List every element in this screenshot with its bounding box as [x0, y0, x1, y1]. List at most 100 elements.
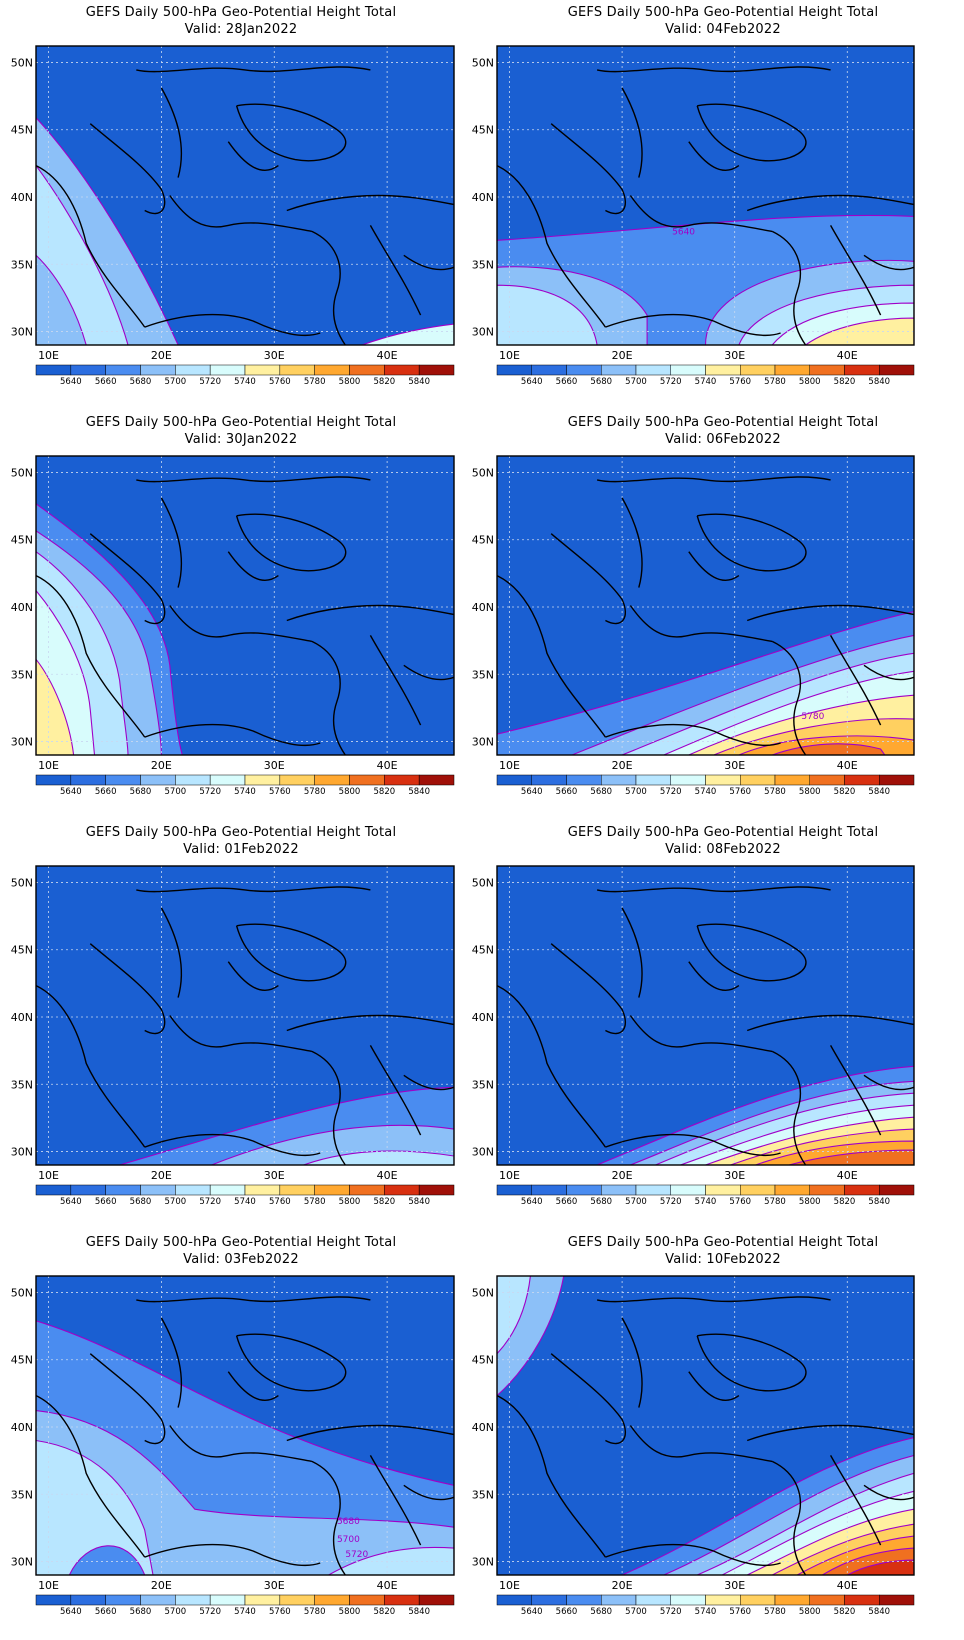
- longitude-label: 30E: [724, 1169, 745, 1182]
- panel-valid-date: Valid: 06Feb2022: [665, 432, 781, 447]
- coastline: [36, 984, 146, 1148]
- coastline: [144, 1543, 321, 1566]
- longitude-label: 20E: [612, 349, 633, 362]
- coastline: [136, 476, 371, 483]
- colorbar-swatch: [705, 774, 741, 786]
- colorbar-swatch: [844, 774, 880, 786]
- coastline: [497, 1394, 606, 1558]
- latitude-label: 35N: [472, 1488, 494, 1501]
- colorbar-swatch: [879, 364, 915, 376]
- colorbar-label: 5780: [764, 377, 786, 387]
- colorbar-label: 5700: [165, 787, 187, 797]
- coastline: [771, 1460, 807, 1575]
- contour-label: 5680: [337, 1517, 360, 1527]
- coastline: [235, 513, 347, 572]
- colorbar-swatch: [105, 1184, 141, 1196]
- latitude-label: 40N: [11, 601, 33, 614]
- colorbar-swatch: [635, 774, 671, 786]
- latitude-label: 50N: [472, 876, 494, 889]
- colorbar-swatch: [705, 1184, 741, 1196]
- latitude-label: 30N: [11, 1556, 33, 1569]
- colorbar-label: 5700: [165, 1197, 187, 1207]
- coastline: [144, 723, 321, 746]
- coastline: [550, 533, 627, 625]
- map-frame: [496, 455, 915, 756]
- colorbar-label: 5740: [695, 377, 717, 387]
- colorbar-label: 5680: [130, 1197, 152, 1207]
- colorbar-label: 5800: [799, 1197, 821, 1207]
- coastline: [403, 1074, 454, 1091]
- colorbar-label: 5680: [130, 787, 152, 797]
- latitude-label: 40N: [472, 601, 494, 614]
- longitude-label: 20E: [151, 349, 172, 362]
- coastline: [771, 640, 807, 755]
- latitude-label: 40N: [11, 1421, 33, 1434]
- coastline: [286, 194, 454, 212]
- coastline: [829, 1045, 882, 1136]
- longitude-label: 40E: [377, 349, 398, 362]
- colorbar-label: 5820: [374, 377, 396, 387]
- colorbar-label: 5840: [408, 787, 430, 797]
- colorbar-swatch: [740, 364, 776, 376]
- coastline: [596, 476, 831, 483]
- colorbar-swatch: [105, 364, 141, 376]
- coastline: [863, 1484, 914, 1501]
- coastline: [696, 923, 807, 982]
- height-field: [36, 46, 454, 345]
- panel-valid-date: Valid: 10Feb2022: [665, 1252, 781, 1267]
- height-field: [497, 866, 914, 1165]
- colorbar-label: 5780: [304, 787, 326, 797]
- panel-title: GEFS Daily 500-hPa Geo-Potential Height …: [85, 5, 397, 20]
- colorbar-label: 5640: [521, 377, 543, 387]
- latitude-label: 50N: [11, 1286, 33, 1299]
- colorbar-swatch: [774, 364, 810, 376]
- colorbar-swatch: [140, 364, 176, 376]
- height-field: [36, 1276, 454, 1575]
- colorbar-label: 5640: [60, 787, 82, 797]
- colorbar-label: 5840: [408, 1197, 430, 1207]
- coastline: [311, 230, 346, 345]
- colorbar-swatch: [105, 1594, 141, 1606]
- colorbar-label: 5800: [339, 1197, 361, 1207]
- latitude-label: 50N: [11, 876, 33, 889]
- colorbar-label: 5700: [165, 377, 187, 387]
- colorbar-label: 5820: [374, 1197, 396, 1207]
- height-field: [497, 1276, 914, 1575]
- coastline: [629, 605, 773, 643]
- longitude-label: 30E: [724, 1579, 745, 1592]
- colorbar-label: 5640: [521, 787, 543, 797]
- coastline: [621, 907, 643, 998]
- colorbar-swatch: [566, 364, 602, 376]
- map-frame: [35, 455, 455, 756]
- colorbar-swatch: [705, 364, 741, 376]
- height-field: [36, 456, 454, 755]
- coastline: [89, 533, 166, 625]
- coastline: [227, 551, 279, 581]
- colorbar-swatch: [844, 1184, 880, 1196]
- colorbar-swatch: [601, 1594, 637, 1606]
- longitude-label: 10E: [38, 1169, 59, 1182]
- latitude-label: 35N: [11, 1078, 33, 1091]
- coastline: [863, 1074, 914, 1091]
- longitude-label: 20E: [151, 1579, 172, 1592]
- coastline: [227, 141, 279, 171]
- longitude-label: 40E: [837, 1169, 858, 1182]
- coastline: [403, 254, 454, 271]
- colorbar-label: 5720: [199, 787, 221, 797]
- colorbar-label: 5740: [234, 787, 256, 797]
- colorbar-label: 5840: [408, 1607, 430, 1617]
- colorbar-label: 5820: [834, 1197, 856, 1207]
- latitude-label: 30N: [472, 1146, 494, 1159]
- latitude-label: 50N: [472, 466, 494, 479]
- panel-valid-date: Valid: 28Jan2022: [184, 22, 298, 37]
- colorbar-label: 5780: [764, 1197, 786, 1207]
- contour-label: 5640: [672, 227, 695, 237]
- colorbar-label: 5800: [799, 787, 821, 797]
- colorbar-swatch: [879, 774, 915, 786]
- coastline: [497, 574, 606, 738]
- colorbar-swatch: [140, 774, 176, 786]
- colorbar-label: 5780: [764, 787, 786, 797]
- panel-title: GEFS Daily 500-hPa Geo-Potential Height …: [567, 415, 879, 430]
- map-frame: [35, 1275, 455, 1576]
- colorbar-swatch: [244, 774, 281, 786]
